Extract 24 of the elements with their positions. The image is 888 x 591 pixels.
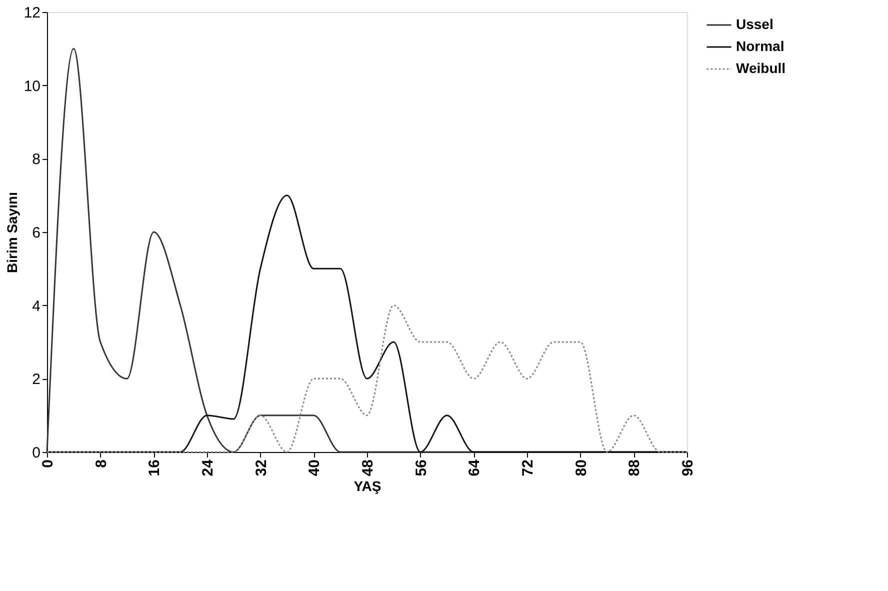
x-tick-label: 0 bbox=[40, 460, 56, 468]
x-tick-label: 96 bbox=[680, 460, 696, 476]
x-tick-label: 56 bbox=[412, 460, 430, 476]
x-tick-label: 16 bbox=[146, 460, 164, 476]
y-tick-label: 10 bbox=[24, 78, 40, 95]
x-tick-label: 24 bbox=[200, 458, 216, 476]
legend-label: Weibull bbox=[736, 60, 786, 76]
x-tick-label: 40 bbox=[306, 460, 324, 476]
x-tick-label: 48 bbox=[360, 460, 376, 476]
y-tick-label: 2 bbox=[32, 371, 40, 388]
x-axis-title: YAŞ bbox=[354, 478, 382, 494]
x-tick-label: 72 bbox=[520, 460, 536, 476]
x-tick-label: 8 bbox=[92, 460, 110, 468]
x-tick-label: 88 bbox=[626, 460, 644, 476]
y-tick-label: 8 bbox=[32, 151, 40, 168]
x-tick-label: 80 bbox=[572, 460, 590, 476]
legend-label: Ussel bbox=[736, 16, 774, 32]
y-tick-label: 12 bbox=[24, 4, 40, 22]
y-axis-title: Birim Sayını bbox=[4, 192, 20, 273]
legend-label: Normal bbox=[736, 38, 784, 54]
y-tick-label: 4 bbox=[32, 298, 40, 315]
y-tick-label: 6 bbox=[32, 224, 40, 242]
x-tick-label: 32 bbox=[252, 460, 270, 476]
x-tick-label: 64 bbox=[466, 458, 484, 476]
